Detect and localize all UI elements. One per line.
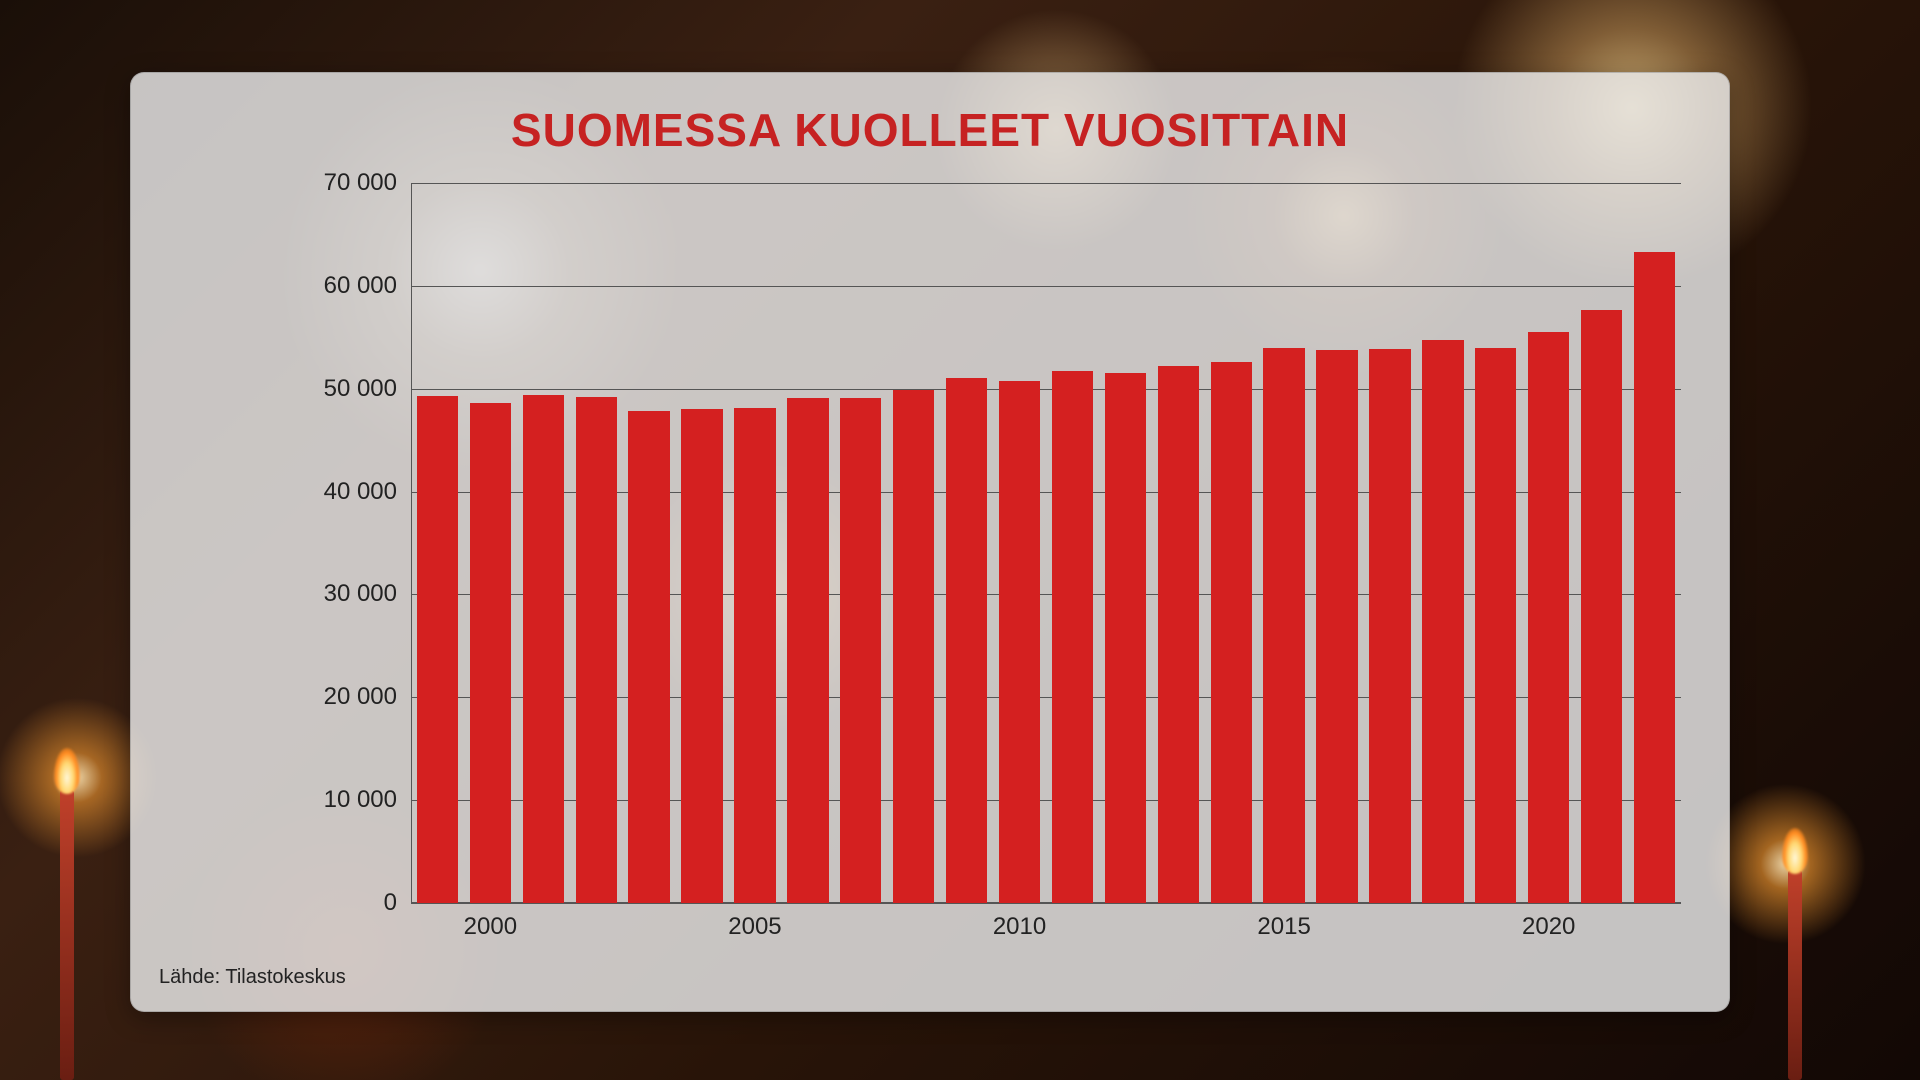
chart-title: SUOMESSA KUOLLEET VUOSITTAIN <box>131 103 1729 157</box>
chart-bar <box>628 411 669 903</box>
chart-bar <box>1316 350 1357 903</box>
chart-ytick-label: 30 000 <box>324 580 411 608</box>
chart-bar <box>417 396 458 903</box>
chart-bar <box>523 395 564 903</box>
chart-bar <box>734 408 775 903</box>
chart-ytick-label: 60 000 <box>324 272 411 300</box>
chart-bar <box>1422 340 1463 903</box>
chart-bar <box>946 378 987 903</box>
chart-xtick-label: 2005 <box>728 903 781 941</box>
chart-y-axis <box>411 183 412 903</box>
candle-right-flame <box>1782 828 1808 874</box>
chart-ytick-label: 20 000 <box>324 683 411 711</box>
chart-bar <box>893 390 934 903</box>
chart-bar <box>1105 373 1146 903</box>
chart-bar <box>1052 371 1093 903</box>
background-image: SUOMESSA KUOLLEET VUOSITTAIN 010 00020 0… <box>0 0 1920 1080</box>
chart-bar <box>1634 252 1675 903</box>
chart-bar <box>1369 349 1410 903</box>
chart-bar <box>1475 348 1516 903</box>
chart-gridline <box>411 286 1681 287</box>
chart-bar <box>999 381 1040 904</box>
chart-ytick-label: 40 000 <box>324 478 411 506</box>
chart-xtick-label: 2015 <box>1257 903 1310 941</box>
candle-left-flame <box>54 748 80 794</box>
chart-bar <box>1211 362 1252 903</box>
chart-bar <box>1263 348 1304 903</box>
chart-bar <box>470 403 511 903</box>
chart-gridline <box>411 183 1681 184</box>
chart-xtick-label: 2010 <box>993 903 1046 941</box>
chart-bar <box>576 397 617 903</box>
chart-source-label: Lähde: Tilastokeskus <box>159 966 346 989</box>
chart-ytick-label: 70 000 <box>324 169 411 197</box>
chart-bar <box>840 398 881 903</box>
candle-left <box>60 790 74 1080</box>
chart-xtick-label: 2000 <box>464 903 517 941</box>
chart-xtick-label: 2020 <box>1522 903 1575 941</box>
candle-right <box>1788 870 1802 1080</box>
chart-bar <box>1158 366 1199 903</box>
chart-bar <box>1581 310 1622 903</box>
chart-bar <box>681 409 722 903</box>
chart-bar <box>787 398 828 903</box>
chart-ytick-label: 10 000 <box>324 786 411 814</box>
chart-ytick-label: 0 <box>384 889 411 917</box>
chart-plot-area: 010 00020 00030 00040 00050 00060 00070 … <box>411 183 1681 903</box>
chart-bar <box>1528 332 1569 903</box>
chart-panel: SUOMESSA KUOLLEET VUOSITTAIN 010 00020 0… <box>130 72 1730 1012</box>
chart-ytick-label: 50 000 <box>324 375 411 403</box>
